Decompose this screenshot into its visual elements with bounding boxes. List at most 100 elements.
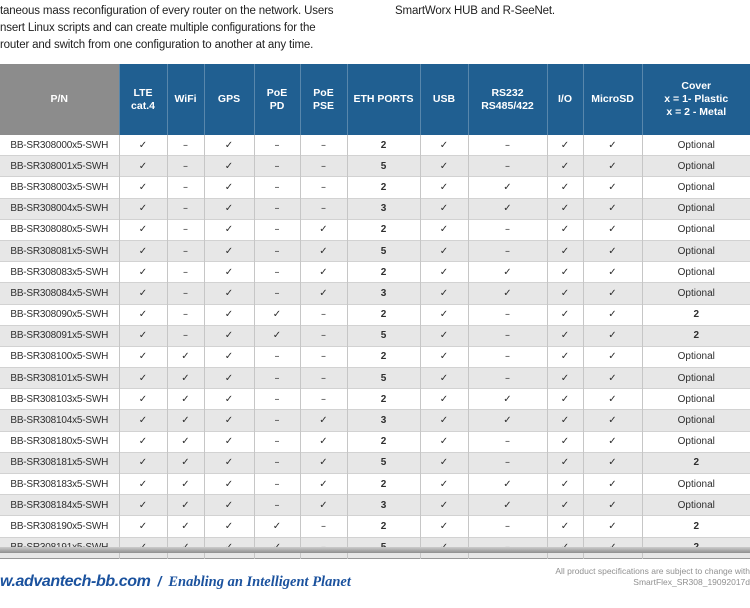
cell-eth: 3 xyxy=(346,282,420,304)
cell-gps: ✓ xyxy=(203,409,254,432)
cell-lte: ✓ xyxy=(118,494,167,516)
cell-eth: 2 xyxy=(346,135,420,156)
column-header-rs232: RS232 RS485/422 xyxy=(467,64,547,135)
column-header-lte: LTE cat.4 xyxy=(118,64,167,135)
cell-usb: ✓ xyxy=(419,324,468,347)
cell-poe-pse: ✓ xyxy=(299,472,347,495)
cell-wifi: – xyxy=(166,176,204,199)
cell-wifi: ✓ xyxy=(166,451,204,474)
cell-poe-pd: – xyxy=(253,261,300,283)
cell-usb: ✓ xyxy=(419,494,468,516)
footer-separator: / xyxy=(157,573,162,589)
cell-poe-pse: ✓ xyxy=(299,239,347,262)
cell-rs232: ✓ xyxy=(467,409,547,432)
cell-wifi: – xyxy=(166,155,204,177)
table-row: BB-SR308000x5-SWH ✓ – ✓ – –2 ✓ – ✓ ✓ Optional xyxy=(0,135,750,156)
cell-wifi: – xyxy=(166,239,204,262)
cell-poe-pd: – xyxy=(253,367,300,389)
cell-pn: BB-SR308091x5-SWH xyxy=(0,324,119,347)
cell-wifi: ✓ xyxy=(166,494,204,516)
cell-microsd: ✓ xyxy=(582,197,642,220)
cell-poe-pd: – xyxy=(253,430,300,453)
cell-eth: 2 xyxy=(346,430,420,453)
cell-lte: ✓ xyxy=(118,261,167,283)
cell-cover: 2 xyxy=(641,515,750,538)
table-row: BB-SR308083x5-SWH ✓ – ✓ – ✓ 2 ✓ ✓ ✓ ✓ Optional xyxy=(0,261,750,283)
column-header-pn: P/N xyxy=(0,64,119,135)
cell-poe-pd: ✓ xyxy=(253,324,300,347)
cell-microsd: ✓ xyxy=(582,324,642,347)
cell-wifi: ✓ xyxy=(166,345,204,368)
cell-io: ✓ xyxy=(546,367,583,389)
cell-eth: 2 xyxy=(346,176,420,199)
cell-gps: ✓ xyxy=(203,430,254,453)
table-row: BB-SR308190x5-SWH ✓ ✓ ✓ ✓ –2 ✓ – ✓ ✓ 2 xyxy=(0,515,750,538)
table-header-row: P/N LTE cat.4 WiFi GPS PoE PD PoE PSE ETH PORTS US… xyxy=(0,64,750,135)
cell-usb: ✓ xyxy=(419,155,468,177)
cell-lte: ✓ xyxy=(118,135,167,156)
footer-note: All product specifications are subject t… xyxy=(555,566,750,588)
intro-line: taneous mass reconfiguration of every ro… xyxy=(0,5,334,17)
cell-poe-pse: – xyxy=(299,388,347,410)
cell-cover: Optional xyxy=(641,197,750,220)
cell-cover: 2 xyxy=(641,324,750,347)
cell-usb: ✓ xyxy=(419,261,468,283)
cell-io: ✓ xyxy=(546,261,583,283)
cell-poe-pd: – xyxy=(253,135,300,156)
cell-lte: ✓ xyxy=(118,239,167,262)
cell-poe-pse: – xyxy=(299,515,347,538)
cell-wifi: ✓ xyxy=(166,409,204,432)
cell-io: ✓ xyxy=(546,409,583,432)
cell-cover: Optional xyxy=(641,409,750,432)
cell-io: ✓ xyxy=(546,451,583,474)
cell-poe-pse: – xyxy=(299,345,347,368)
intro-line: nsert Linux scripts and can create multi… xyxy=(0,22,316,34)
cell-eth: 2 xyxy=(346,472,420,495)
cell-lte: ✓ xyxy=(118,451,167,474)
cell-io: ✓ xyxy=(546,218,583,241)
cell-wifi: ✓ xyxy=(166,388,204,410)
cell-wifi: – xyxy=(166,197,204,220)
intro-line: SmartWorx HUB and R-SeeNet. xyxy=(395,5,555,17)
cell-lte: ✓ xyxy=(118,155,167,177)
cell-cover: Optional xyxy=(641,430,750,453)
cell-rs232: ✓ xyxy=(467,197,547,220)
cell-rs232: – xyxy=(467,218,547,241)
cell-microsd: ✓ xyxy=(582,345,642,368)
cell-poe-pd: – xyxy=(253,388,300,410)
cell-poe-pse: ✓ xyxy=(299,494,347,516)
cell-eth: 2 xyxy=(346,388,420,410)
cell-cover: Optional xyxy=(641,282,750,304)
cell-gps: ✓ xyxy=(203,345,254,368)
cell-pn: BB-SR308103x5-SWH xyxy=(0,388,119,410)
cell-gps: ✓ xyxy=(203,261,254,283)
cell-io: ✓ xyxy=(546,472,583,495)
table-body: BB-SR308000x5-SWH ✓ – ✓ – –2 ✓ – ✓ ✓ Optional BB-SR… xyxy=(0,135,750,559)
website-link[interactable]: w.advantech-bb.com xyxy=(0,573,151,590)
table-row: BB-SR308103x5-SWH ✓ ✓ ✓ – –2 ✓ ✓ ✓ ✓ Optional xyxy=(0,388,750,410)
column-header-cover: Cover x = 1- Plastic x = 2 - Metal xyxy=(641,64,750,135)
cell-lte: ✓ xyxy=(118,218,167,241)
cell-microsd: ✓ xyxy=(582,388,642,410)
cell-cover: Optional xyxy=(641,494,750,516)
cell-poe-pse: ✓ xyxy=(299,430,347,453)
cell-io: ✓ xyxy=(546,282,583,304)
cell-usb: ✓ xyxy=(419,409,468,432)
column-header-io: I/O xyxy=(546,64,583,135)
table-row: BB-SR308091x5-SWH ✓ – ✓ ✓ –5 ✓ – ✓ ✓ 2 xyxy=(0,324,750,347)
cell-pn: BB-SR308181x5-SWH xyxy=(0,451,119,474)
cell-rs232: – xyxy=(467,239,547,262)
cell-poe-pd: – xyxy=(253,451,300,474)
cell-gps: ✓ xyxy=(203,282,254,304)
cell-usb: ✓ xyxy=(419,135,468,156)
cell-lte: ✓ xyxy=(118,176,167,199)
table-row: BB-SR308084x5-SWH ✓ – ✓ – ✓ 3 ✓ ✓ ✓ ✓ Optional xyxy=(0,282,750,304)
cell-poe-pse: – xyxy=(299,197,347,220)
cell-microsd: ✓ xyxy=(582,472,642,495)
cell-poe-pd: – xyxy=(253,282,300,304)
table-row: BB-SR308181x5-SWH ✓ ✓ ✓ – ✓ 5 ✓ – ✓ ✓ 2 xyxy=(0,451,750,474)
cell-poe-pse: ✓ xyxy=(299,282,347,304)
cell-rs232: ✓ xyxy=(467,388,547,410)
cell-eth: 3 xyxy=(346,494,420,516)
cell-eth: 2 xyxy=(346,218,420,241)
